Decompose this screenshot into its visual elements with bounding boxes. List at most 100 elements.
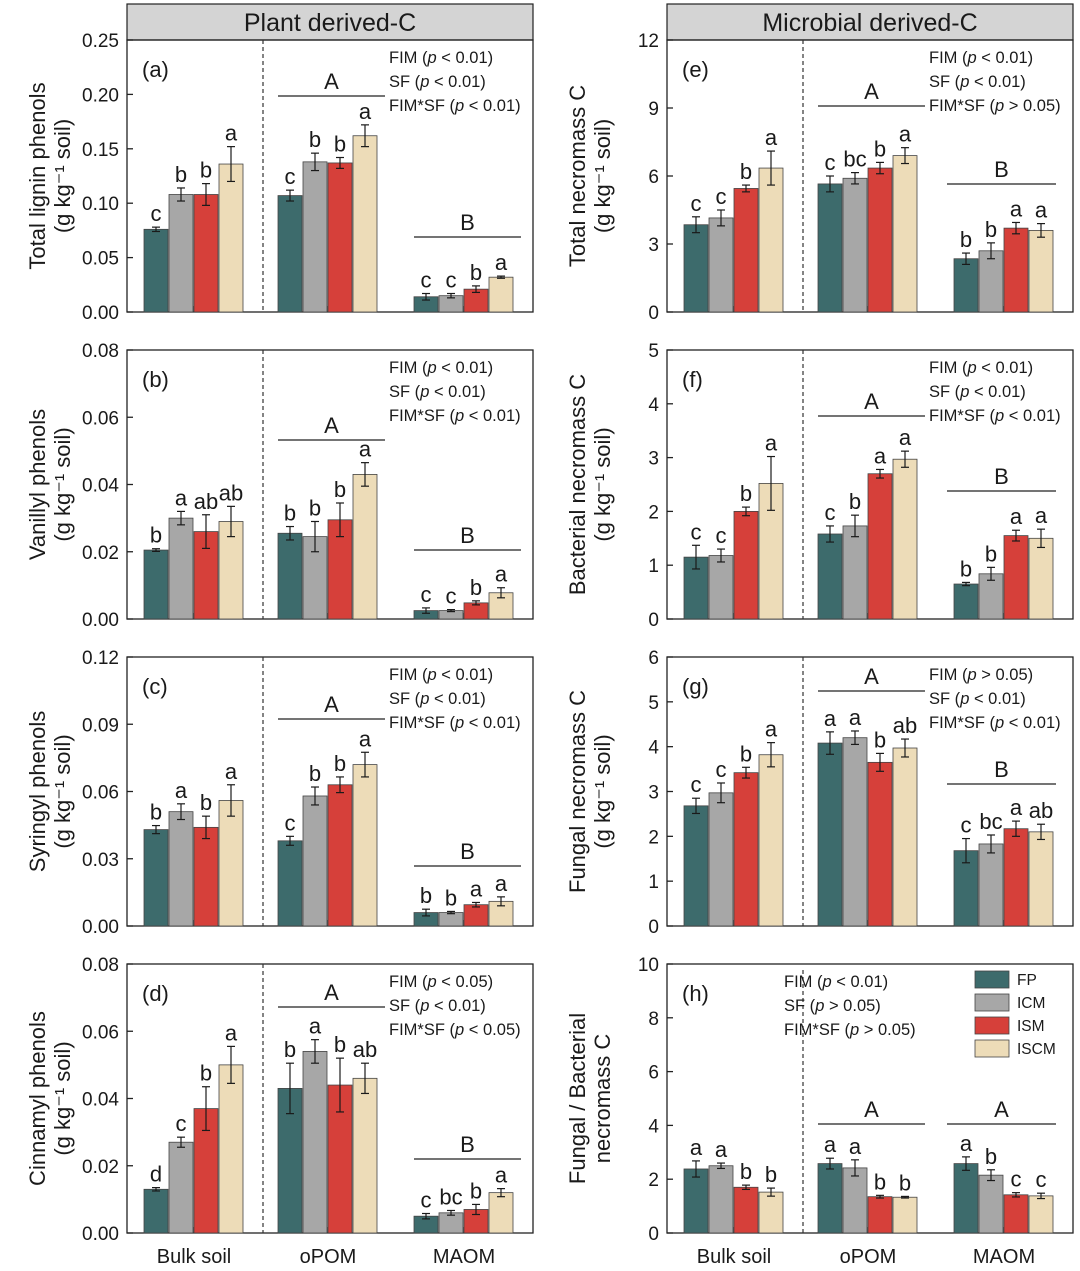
stat-paren: ( bbox=[445, 97, 456, 115]
significance-letter: a bbox=[899, 122, 912, 147]
bar-fp bbox=[817, 533, 843, 620]
y-tick-label: 0.00 bbox=[82, 610, 119, 631]
stat-paren: ( bbox=[985, 714, 996, 732]
y-axis-label-units: (g kg⁻¹ soil) bbox=[50, 119, 75, 233]
stat-p: p bbox=[427, 666, 437, 684]
bar-fp bbox=[953, 258, 979, 313]
stat-p: p bbox=[959, 73, 969, 91]
y-tick-label: 10 bbox=[638, 955, 659, 976]
stat-paren: ( bbox=[950, 690, 961, 708]
group-letter: B bbox=[994, 464, 1009, 489]
stat-line: FIM (p < 0.01) bbox=[389, 49, 493, 67]
significance-letter: c bbox=[716, 184, 727, 209]
stat-term: SF bbox=[389, 690, 410, 708]
significance-letter: bc bbox=[843, 147, 866, 172]
stat-p: p bbox=[427, 973, 437, 991]
significance-letter: a bbox=[495, 250, 508, 275]
stat-paren: ( bbox=[950, 73, 961, 91]
significance-letter: c bbox=[825, 500, 836, 525]
significance-letter: b bbox=[334, 132, 346, 157]
significance-letter: a bbox=[175, 485, 188, 510]
stat-value: < 0.01) bbox=[464, 97, 520, 115]
stat-term: FIM bbox=[929, 49, 957, 67]
y-tick-label: 0.10 bbox=[82, 194, 119, 215]
y-tick-label: 0 bbox=[648, 303, 659, 324]
stat-term: FIM*SF bbox=[389, 714, 445, 732]
stat-paren: ( bbox=[410, 73, 421, 91]
bar-ism bbox=[193, 194, 219, 313]
bar-ism bbox=[733, 188, 759, 313]
y-axis-label-units: (g kg⁻¹ soil) bbox=[50, 1041, 75, 1155]
stat-line: FIM*SF (p < 0.05) bbox=[389, 1021, 521, 1039]
bar-iscm bbox=[352, 135, 378, 313]
significance-letter: c bbox=[176, 1111, 187, 1136]
stat-p: p bbox=[994, 407, 1004, 425]
significance-letter: c bbox=[421, 1187, 432, 1212]
group-letter: B bbox=[460, 210, 475, 235]
stat-line: SF (p < 0.01) bbox=[389, 73, 486, 91]
bar-iscm bbox=[352, 1077, 378, 1234]
stat-term: FIM bbox=[389, 973, 417, 991]
y-tick-label: 0 bbox=[648, 610, 659, 631]
stat-line: FIM*SF (p < 0.01) bbox=[929, 714, 1061, 732]
stat-paren: ( bbox=[445, 714, 456, 732]
y-tick-label: 5 bbox=[648, 693, 659, 714]
significance-letter: b bbox=[309, 495, 321, 520]
significance-letter: c bbox=[691, 519, 702, 544]
stat-line: FIM*SF (p < 0.01) bbox=[929, 407, 1061, 425]
significance-letter: c bbox=[961, 813, 972, 838]
bar-fp bbox=[277, 840, 303, 927]
x-category-label: oPOM bbox=[300, 1246, 357, 1268]
significance-letter: a bbox=[225, 759, 238, 784]
y-tick-label: 0.02 bbox=[82, 1157, 119, 1178]
significance-letter: b bbox=[960, 227, 972, 252]
y-tick-label: 0.15 bbox=[82, 140, 119, 161]
significance-letter: b bbox=[740, 1159, 752, 1184]
significance-letter: bc bbox=[439, 1184, 462, 1209]
bar-fp bbox=[143, 549, 169, 620]
stat-paren: ( bbox=[445, 1021, 456, 1039]
legend: FP ICM ISM ISCM bbox=[969, 967, 1067, 1063]
y-axis-label-units: (g kg⁻¹ soil) bbox=[50, 734, 75, 848]
stat-term: FIM bbox=[389, 49, 417, 67]
stat-value: > 0.05) bbox=[977, 666, 1033, 684]
y-axis-label: Total lignin phenols bbox=[25, 82, 50, 269]
stat-p: p bbox=[419, 997, 429, 1015]
stat-value: > 0.05) bbox=[859, 1021, 915, 1039]
significance-letter: a bbox=[765, 431, 778, 456]
significance-letter: b bbox=[470, 1178, 482, 1203]
significance-letter: b bbox=[874, 727, 886, 752]
y-tick-label: 0.08 bbox=[82, 955, 119, 976]
x-category-label: Bulk soil bbox=[697, 1246, 771, 1268]
group-letter: A bbox=[994, 1097, 1009, 1122]
significance-letter: a bbox=[225, 121, 238, 146]
bar-ism bbox=[1003, 227, 1029, 313]
stat-paren: ( bbox=[985, 407, 996, 425]
significance-letter: b bbox=[470, 575, 482, 600]
y-tick-label: 0.05 bbox=[82, 249, 119, 270]
y-tick-label: 0.09 bbox=[82, 715, 119, 736]
stat-value: < 0.05) bbox=[464, 1021, 520, 1039]
y-tick-label: 3 bbox=[648, 783, 659, 804]
y-tick-label: 0.00 bbox=[82, 303, 119, 324]
header-microbial-derived: Microbial derived-C bbox=[666, 3, 1074, 41]
bar-icm bbox=[168, 811, 194, 927]
y-axis-label: Cinnamyl phenols bbox=[25, 1011, 50, 1186]
x-category-label: MAOM bbox=[433, 1246, 495, 1268]
group-letter: A bbox=[324, 69, 339, 94]
header-plant-derived: Plant derived-C bbox=[126, 3, 534, 41]
significance-letter: c bbox=[691, 191, 702, 216]
legend-swatch-iscm bbox=[974, 1039, 1010, 1058]
bar-iscm bbox=[352, 474, 378, 620]
stat-line: FIM (p < 0.01) bbox=[929, 359, 1033, 377]
significance-letter: c bbox=[716, 757, 727, 782]
panels: 0.00 0.05 0.10 0.15 0.20 0.25 Total lignin phe… bbox=[25, 31, 1074, 1268]
bar-icm bbox=[168, 194, 194, 313]
bar-iscm bbox=[892, 458, 918, 620]
bar-icm bbox=[842, 1167, 868, 1234]
stat-value: < 0.01) bbox=[969, 383, 1025, 401]
stat-p: p bbox=[967, 359, 977, 377]
bar-fp bbox=[817, 1163, 843, 1234]
y-tick-label: 6 bbox=[648, 648, 659, 669]
